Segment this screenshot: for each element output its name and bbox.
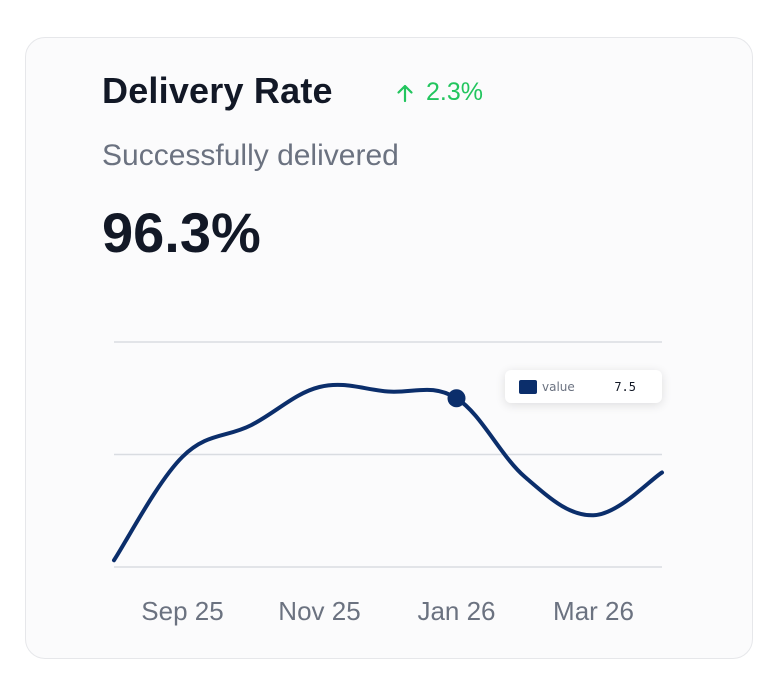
- x-tick-label: Jan 26: [417, 596, 495, 626]
- delta-badge: 2.3%: [394, 78, 483, 107]
- card-title: Delivery Rate: [102, 70, 333, 111]
- card-subtitle: Successfully delivered: [102, 139, 399, 172]
- arrow-up-icon: [397, 84, 413, 102]
- x-tick-label: Nov 25: [278, 596, 360, 626]
- delivery-rate-card: [25, 37, 753, 659]
- tooltip-value: 7.5: [614, 379, 636, 394]
- highlight-point: [447, 389, 466, 408]
- delta-value: 2.3%: [426, 78, 483, 106]
- tooltip-series-label: value: [542, 379, 575, 394]
- series-line: [112, 382, 664, 563]
- chart-tooltip: value 7.5: [505, 370, 662, 403]
- metric-value: 96.3%: [102, 201, 261, 264]
- tooltip-swatch: [519, 379, 537, 394]
- x-tick-label: Sep 25: [141, 596, 223, 626]
- x-tick-label: Mar 26: [553, 596, 634, 626]
